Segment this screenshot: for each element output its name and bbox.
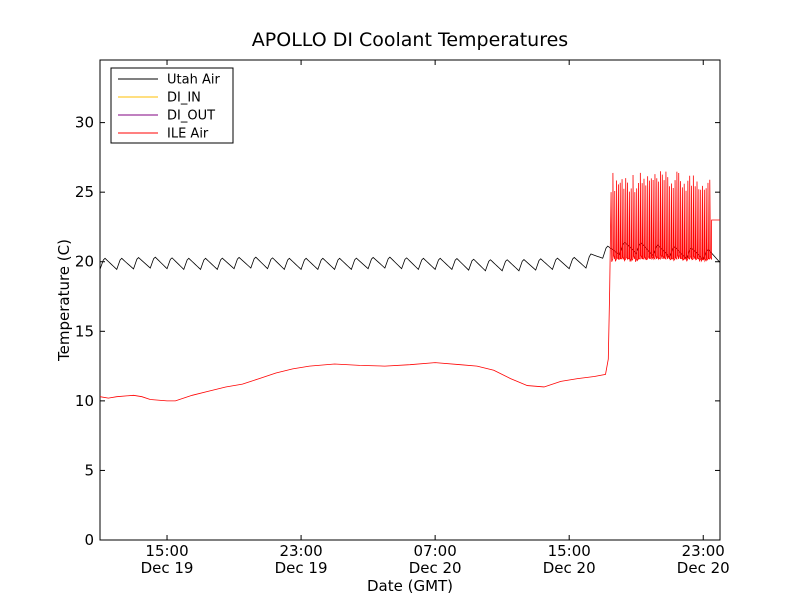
x-axis-label: Date (GMT) [367,577,453,595]
legend-label-3: ILE Air [167,127,209,142]
legend-label-2: DI_OUT [167,109,215,124]
y-tick-label-2: 10 [75,392,94,410]
legend-box [110,67,234,144]
series-layer [100,171,720,402]
plot-area [99,59,721,541]
x-tick-label-date-4: Dec 20 [677,559,730,577]
y-tick-label-1: 5 [84,461,94,479]
y-tick-label-5: 25 [75,183,94,201]
x-tick-label-date-1: Dec 19 [275,559,328,577]
series-line-3 [100,171,720,402]
legend-label-1: DI_IN [167,91,201,106]
y-axis: 0 5 10 15 20 25 30 [75,114,720,549]
x-tick-label-time-0: 15:00 [145,542,188,560]
y-tick-label-4: 20 [75,253,94,271]
x-tick-label-time-4: 23:00 [682,542,725,560]
x-tick-label-date-0: Dec 19 [141,559,194,577]
y-tick-label-6: 30 [75,114,94,132]
y-tick-label-0: 0 [84,531,94,549]
x-tick-label-date-2: Dec 20 [409,559,462,577]
chart-title: APOLLO DI Coolant Temperatures [252,29,568,51]
series-line-0 [100,241,720,272]
x-tick-label-date-3: Dec 20 [543,559,596,577]
legend-label-0: Utah Air [167,73,220,88]
y-axis-label: Temperature (C) [55,239,73,362]
x-tick-label-time-1: 23:00 [279,542,322,560]
x-tick-label-time-3: 15:00 [548,542,591,560]
legend: Utah Air DI_IN DI_OUT ILE Air [110,67,234,144]
x-tick-label-time-2: 07:00 [414,542,457,560]
plot-frame [99,59,721,541]
y-tick-label-3: 15 [75,322,94,340]
